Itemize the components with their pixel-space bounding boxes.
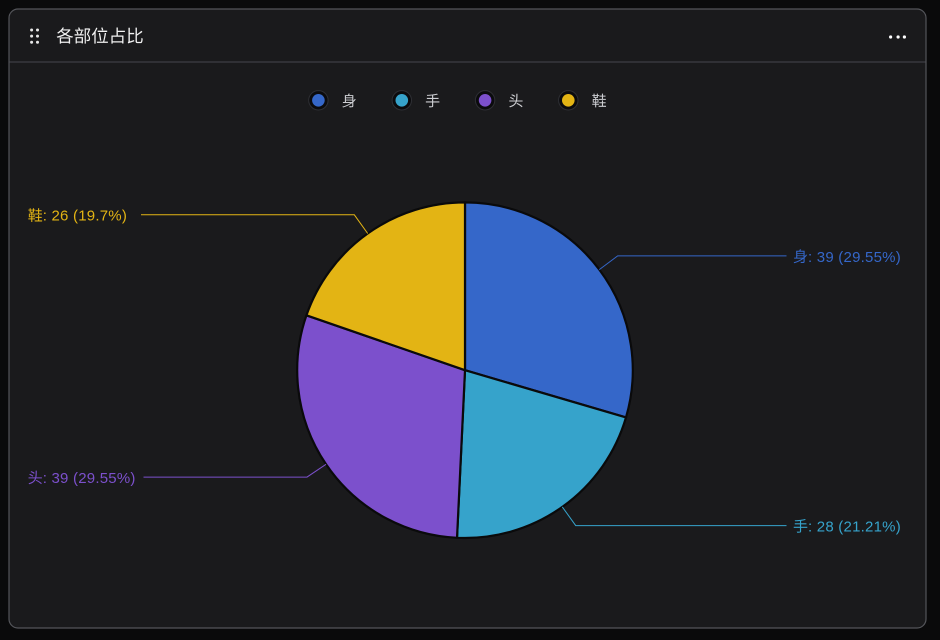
svg-text:: 39 (29.55%): : 39 (29.55%) xyxy=(808,249,901,266)
svg-text:: 28 (21.21%): : 28 (21.21%) xyxy=(808,519,901,536)
svg-text:: 39 (29.55%): : 39 (29.55%) xyxy=(43,470,136,487)
svg-text:: 26 (19.7%): : 26 (19.7%) xyxy=(43,208,127,225)
